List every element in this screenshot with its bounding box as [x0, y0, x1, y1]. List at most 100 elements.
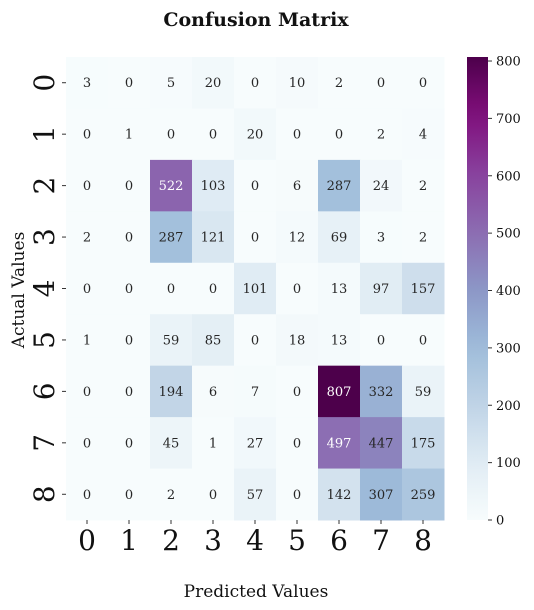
cell-value-4-8: 157 [411, 282, 436, 297]
cell-value-0-4: 0 [251, 76, 259, 91]
y-tick-label-8: 8 [28, 485, 61, 503]
colorbar-tick-label-8: 800 [496, 55, 521, 70]
cell-value-5-1: 0 [125, 333, 133, 348]
cell-value-6-6: 807 [327, 385, 352, 400]
heatmap-cell-7-2 [150, 417, 193, 470]
cell-value-5-0: 1 [83, 333, 91, 348]
y-tick-label-7: 7 [28, 434, 61, 452]
cell-value-5-5: 18 [289, 333, 306, 348]
heatmap-cell-3-2 [150, 211, 193, 264]
heatmap-cell-2-2 [150, 159, 193, 212]
cell-value-0-7: 0 [377, 76, 385, 91]
heatmap-cell-7-1 [108, 417, 151, 470]
y-axis-ticks: 0 1 2 3 4 5 6 7 8 [28, 74, 66, 503]
heatmap-cell-8-0 [66, 468, 109, 521]
cell-value-4-1: 0 [125, 282, 133, 297]
x-axis-label: Predicted Values [184, 582, 329, 602]
cell-value-8-1: 0 [125, 488, 133, 503]
heatmap-cell-6-6 [318, 365, 361, 418]
cell-value-3-7: 3 [377, 231, 385, 246]
cell-value-0-2: 5 [167, 76, 175, 91]
colorbar-tick-label-6: 600 [496, 169, 521, 184]
cell-value-1-7: 2 [377, 128, 385, 143]
cell-value-2-6: 287 [327, 179, 352, 194]
heatmap-cell-2-4 [234, 159, 277, 212]
heatmap-cell-6-3 [192, 365, 235, 418]
heatmap-cell-7-6 [318, 417, 361, 470]
heatmap-cell-5-7 [360, 314, 403, 367]
heatmap-cell-4-1 [108, 262, 151, 315]
cell-value-7-2: 45 [163, 436, 180, 451]
cell-value-0-3: 20 [205, 76, 222, 91]
cell-value-6-1: 0 [125, 385, 133, 400]
heatmap-cell-5-8 [402, 314, 445, 367]
y-tick-label-4: 4 [28, 280, 61, 298]
cell-value-8-3: 0 [209, 488, 217, 503]
heatmap-cell-8-3 [192, 468, 235, 521]
cell-value-4-3: 0 [209, 282, 217, 297]
heatmap-cell-0-0 [66, 57, 109, 109]
cell-value-0-1: 0 [125, 76, 133, 91]
heatmap-cell-1-8 [402, 108, 445, 161]
cell-value-8-7: 307 [369, 488, 394, 503]
heatmap-cell-8-7 [360, 468, 403, 521]
heatmap-cell-7-5 [276, 417, 319, 470]
cell-value-2-3: 103 [201, 179, 226, 194]
heatmap-grid: 3 0 5 20 0 10 2 0 00 1 0 0 20 0 0 2 40 0 522 103 0 6 287 24 22 0 2… [66, 57, 445, 521]
cell-value-5-3: 85 [205, 333, 222, 348]
heatmap-cell-2-8 [402, 159, 445, 212]
heatmap-cell-0-2 [150, 57, 193, 109]
y-tick-label-2: 2 [28, 177, 61, 195]
cell-value-8-4: 57 [247, 488, 264, 503]
heatmap-cell-1-3 [192, 108, 235, 161]
cell-value-6-4: 7 [251, 385, 259, 400]
cell-value-2-5: 6 [293, 179, 301, 194]
cell-value-4-6: 13 [331, 282, 348, 297]
y-tick-label-5: 5 [28, 331, 61, 349]
heatmap-cell-2-0 [66, 159, 109, 212]
cell-value-6-5: 0 [293, 385, 301, 400]
heatmap-cell-6-8 [402, 365, 445, 418]
heatmap-cell-5-3 [192, 314, 235, 367]
cell-value-3-0: 2 [83, 231, 91, 246]
heatmap-cell-5-1 [108, 314, 151, 367]
heatmap-cell-8-8 [402, 468, 445, 521]
x-tick-label-6: 6 [330, 524, 348, 557]
heatmap-cell-0-5 [276, 57, 319, 109]
cell-value-8-5: 0 [293, 488, 301, 503]
cell-value-3-3: 121 [201, 231, 226, 246]
cell-value-2-1: 0 [125, 179, 133, 194]
cell-value-5-6: 13 [331, 333, 348, 348]
cell-value-6-2: 194 [159, 385, 184, 400]
heatmap-cell-6-1 [108, 365, 151, 418]
heatmap-cell-1-1 [108, 108, 151, 161]
colorbar-gradient [467, 57, 488, 520]
heatmap-cell-5-2 [150, 314, 193, 367]
cell-value-6-3: 6 [209, 385, 217, 400]
cell-value-6-7: 332 [369, 385, 394, 400]
heatmap-cell-4-5 [276, 262, 319, 315]
heatmap-cell-3-5 [276, 211, 319, 264]
x-tick-label-4: 4 [246, 524, 264, 557]
y-tick-label-3: 3 [28, 228, 61, 246]
cell-value-1-4: 20 [247, 128, 264, 143]
cell-value-0-6: 2 [335, 76, 343, 91]
heatmap-cell-4-6 [318, 262, 361, 315]
heatmap-cell-4-7 [360, 262, 403, 315]
cell-value-0-8: 0 [419, 76, 427, 91]
cell-value-2-4: 0 [251, 179, 259, 194]
cell-value-3-2: 287 [159, 231, 184, 246]
cell-value-7-8: 175 [411, 436, 436, 451]
heatmap-cell-0-3 [192, 57, 235, 109]
colorbar-tick-label-5: 500 [496, 227, 521, 242]
cell-value-1-0: 0 [83, 128, 91, 143]
heatmap-cell-1-6 [318, 108, 361, 161]
cell-value-4-4: 101 [243, 282, 268, 297]
heatmap-cell-3-4 [234, 211, 277, 264]
cell-value-3-4: 0 [251, 231, 259, 246]
cell-value-3-5: 12 [289, 231, 306, 246]
heatmap-cell-5-5 [276, 314, 319, 367]
cell-value-5-8: 0 [419, 333, 427, 348]
